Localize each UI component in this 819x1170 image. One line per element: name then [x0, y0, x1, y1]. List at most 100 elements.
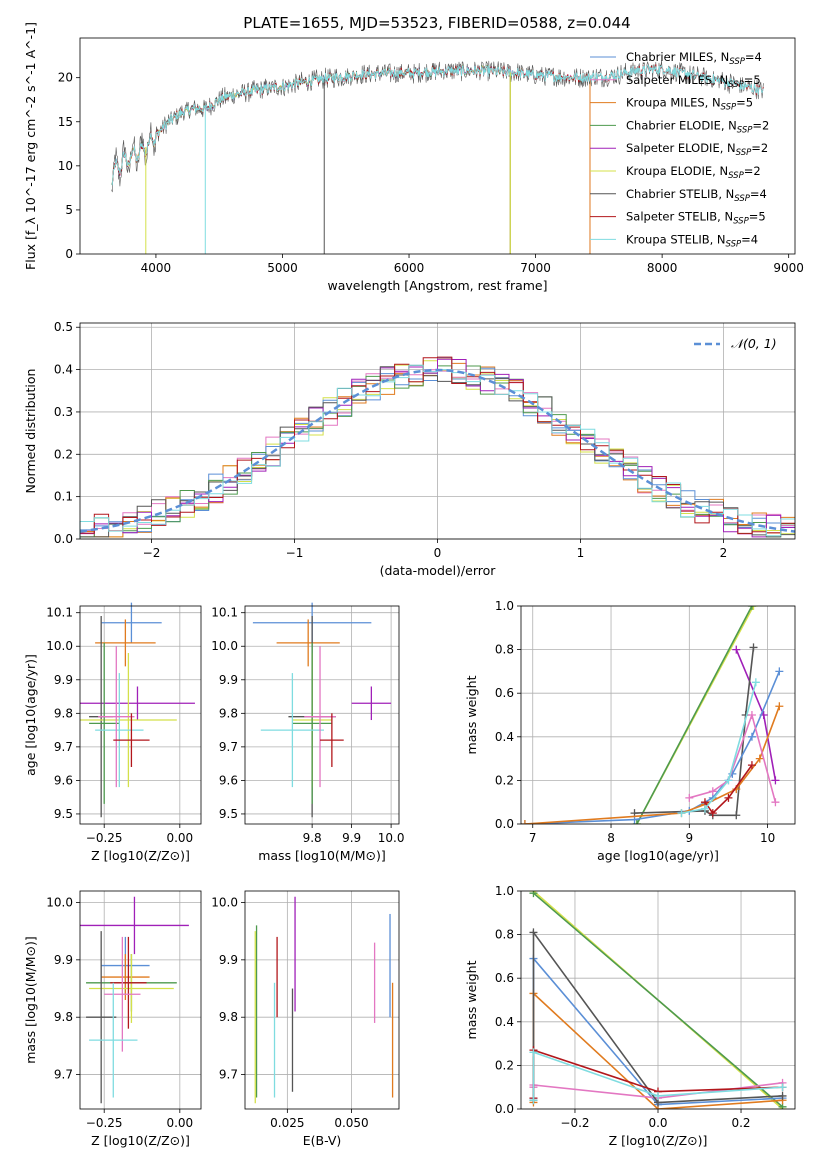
y-tick-label: 9.9: [219, 673, 238, 687]
mass-weight-line: [681, 682, 757, 814]
mass-weight-marker: [632, 820, 641, 824]
mass-weight-marker: [775, 667, 784, 676]
y-tick-label: 0.0: [495, 817, 514, 831]
legend-label: Chabrier STELIB, NSSP=4: [626, 187, 767, 204]
axes-frame: [79, 37, 796, 255]
y-tick-label: 9.5: [54, 807, 73, 821]
axes-frame: [79, 890, 202, 1110]
mass-weight-marker: [724, 793, 733, 802]
mass-weight-marker: [521, 820, 529, 824]
x-tick-label: 9.8: [303, 831, 322, 845]
x-tick-label: 2: [720, 546, 728, 560]
x-tick-label: 6000: [394, 261, 425, 275]
y-tick-label: 9.7: [219, 1068, 238, 1082]
mass-weight-marker: [747, 761, 756, 770]
y-tick-label: 0.4: [54, 363, 73, 377]
y-tick-label: 0.8: [495, 643, 514, 657]
axes-frame: [79, 605, 202, 825]
x-tick-label: 0.0: [648, 1116, 667, 1130]
axes-frame: [520, 890, 796, 1110]
histogram-step: [79, 364, 795, 539]
massweight-vs-age-panel: 7 8 9 10 0.0 0.2 0.4 0.6 0.8 1.0 age [log10(age/yr…: [464, 599, 796, 863]
y-tick-label: 9.8: [219, 706, 238, 720]
x-tick-label: 0.025: [270, 1116, 304, 1130]
x-tick-label: 0.00: [166, 1116, 193, 1130]
mass-weight-marker: [747, 711, 756, 719]
y-tick-label: 0.3: [54, 405, 73, 419]
y-tick-label: 0.2: [54, 447, 73, 461]
residuals-panel: −2 −1 0 1 2 0.0 0.1 0.2 0.3 0.4 0.5 (data-model)/er…: [23, 320, 796, 578]
age-vs-mass-panel: 9.8 9.9 10.0 9.5 9.6 9.7 9.8 9.9 10.0 10.1 mass [l…: [211, 602, 404, 863]
mass-weight-marker: [529, 928, 538, 937]
mass-weight-marker: [708, 809, 717, 818]
mass-weight-marker: [778, 1083, 787, 1092]
mass-weight-marker: [778, 1091, 787, 1100]
y-tick-label: 15: [58, 115, 73, 129]
y-tick-label: 9.7: [219, 740, 238, 754]
legend-label: Chabrier MILES, NSSP=4: [626, 50, 762, 67]
mass-weight-marker: [677, 809, 686, 818]
y-tick-label: 9.6: [54, 773, 73, 787]
x-axis-label: Z [log10(Z/Z⊙)]: [609, 1133, 708, 1148]
mass-weight-marker: [749, 606, 758, 610]
spectrum-panel: 4000 5000 6000 7000 8000 9000 0 5 10 15 20 waveleng…: [23, 22, 804, 293]
y-tick-label: 9.8: [219, 1010, 238, 1024]
axes-frame: [520, 605, 796, 825]
massweight-vs-Z-panel: −0.2 0.0 0.2 0.0 0.2 0.4 0.6 0.8 1.0 Z [log10(Z/Z…: [464, 884, 796, 1148]
x-tick-label: −1: [286, 546, 304, 560]
mass-weight-marker: [700, 804, 709, 813]
mass-weight-marker: [747, 732, 756, 741]
y-tick-label: 9.6: [219, 773, 238, 787]
axes-frame: [79, 322, 796, 540]
mass-weight-marker: [755, 754, 764, 763]
legend-label: Kroupa MILES, NSSP=5: [626, 96, 753, 113]
mass-weight-line: [524, 671, 781, 824]
legend-label: Chabrier ELODIE, NSSP=2: [626, 118, 769, 135]
x-tick-label: 9: [685, 831, 693, 845]
plot-area: [529, 891, 787, 1109]
mass-weight-marker: [529, 1096, 538, 1105]
y-tick-label: 10.0: [211, 639, 238, 653]
y-tick-label: 9.5: [219, 807, 238, 821]
x-tick-label: 7: [529, 831, 537, 845]
legend-label: 𝒩(0, 1): [731, 336, 777, 351]
mass-vs-EBV-panel: 0.025 0.050 9.7 9.8 9.9 10.0 E(B-V): [211, 890, 400, 1148]
x-axis-label: (data-model)/error: [380, 563, 497, 578]
y-axis-label: Normed distribution: [23, 369, 38, 494]
y-tick-label: 0.6: [495, 971, 514, 985]
y-tick-label: 0.4: [495, 730, 514, 744]
mass-weight-marker: [529, 1048, 538, 1057]
y-tick-label: 0.5: [54, 320, 73, 334]
y-tick-label: 0.0: [495, 1102, 514, 1116]
y-axis-label: mass weight: [464, 675, 479, 754]
x-axis-label: Z [log10(Z/Z⊙)]: [91, 1133, 190, 1148]
legend-label: Salpeter ELODIE, NSSP=2: [626, 141, 768, 158]
x-tick-label: 8000: [647, 261, 678, 275]
y-tick-label: 9.7: [54, 1068, 73, 1082]
y-tick-label: 0.2: [495, 773, 514, 787]
y-tick-label: 10.1: [211, 606, 238, 620]
x-tick-label: 4000: [141, 261, 172, 275]
x-axis-label: E(B-V): [303, 1133, 342, 1148]
y-tick-label: 10: [58, 159, 73, 173]
spectrum-series-line: [111, 65, 764, 186]
mass-weight-marker: [732, 645, 741, 654]
y-tick-label: 10.0: [211, 895, 238, 909]
y-tick-label: 10.0: [46, 895, 73, 909]
mass-weight-line: [636, 606, 753, 824]
y-tick-label: 9.9: [219, 953, 238, 967]
age-vs-Z-panel: −0.25 0.00 9.5 9.6 9.7 9.8 9.9 10.0 10.1 Z [log10…: [23, 602, 202, 863]
legend-label: Salpeter STELIB, NSSP=5: [626, 210, 766, 227]
y-tick-label: 0.8: [495, 928, 514, 942]
mass-weight-marker: [771, 776, 780, 785]
x-axis-label: Z [log10(Z/Z⊙)]: [91, 848, 190, 863]
mass-weight-marker: [685, 793, 694, 802]
x-tick-label: 1: [577, 546, 585, 560]
x-tick-label: 0.00: [166, 831, 193, 845]
y-tick-label: 20: [58, 71, 73, 85]
y-axis-label: mass weight: [464, 960, 479, 1039]
y-tick-label: 0.0: [54, 532, 73, 546]
plot-area: [521, 606, 784, 824]
mass-weight-marker: [749, 643, 758, 652]
y-tick-label: 0.4: [495, 1015, 514, 1029]
